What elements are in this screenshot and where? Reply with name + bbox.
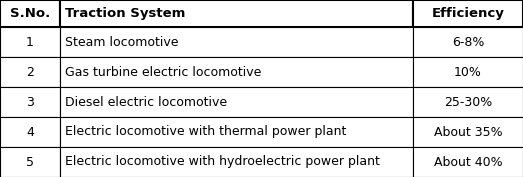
Bar (60, 57, 413, 87)
Bar (413, 87, 523, 117)
Text: Efficiency: Efficiency (431, 7, 505, 20)
Bar (413, 147, 523, 177)
Bar (0, 0, 60, 27)
Text: Steam locomotive: Steam locomotive (65, 36, 178, 48)
Text: About 40%: About 40% (434, 156, 502, 169)
Text: Diesel electric locomotive: Diesel electric locomotive (65, 96, 227, 109)
Text: 4: 4 (26, 125, 34, 138)
Text: Traction System: Traction System (65, 7, 185, 20)
Bar (413, 27, 523, 57)
Bar (413, 117, 523, 147)
Bar (0, 147, 60, 177)
Text: 2: 2 (26, 65, 34, 79)
Text: Electric locomotive with hydroelectric power plant: Electric locomotive with hydroelectric p… (65, 156, 380, 169)
Bar (60, 117, 413, 147)
Bar (0, 57, 60, 87)
Bar (413, 57, 523, 87)
Bar (0, 27, 60, 57)
Bar (0, 117, 60, 147)
Text: 1: 1 (26, 36, 34, 48)
Text: 6-8%: 6-8% (452, 36, 484, 48)
Text: 3: 3 (26, 96, 34, 109)
Bar (60, 0, 413, 27)
Bar (60, 87, 413, 117)
Text: Gas turbine electric locomotive: Gas turbine electric locomotive (65, 65, 262, 79)
Bar (60, 27, 413, 57)
Text: S.No.: S.No. (10, 7, 50, 20)
Text: 10%: 10% (454, 65, 482, 79)
Bar (60, 147, 413, 177)
Text: 5: 5 (26, 156, 34, 169)
Text: 25-30%: 25-30% (444, 96, 492, 109)
Text: About 35%: About 35% (434, 125, 502, 138)
Bar (0, 87, 60, 117)
Text: Electric locomotive with thermal power plant: Electric locomotive with thermal power p… (65, 125, 346, 138)
Bar (413, 0, 523, 27)
